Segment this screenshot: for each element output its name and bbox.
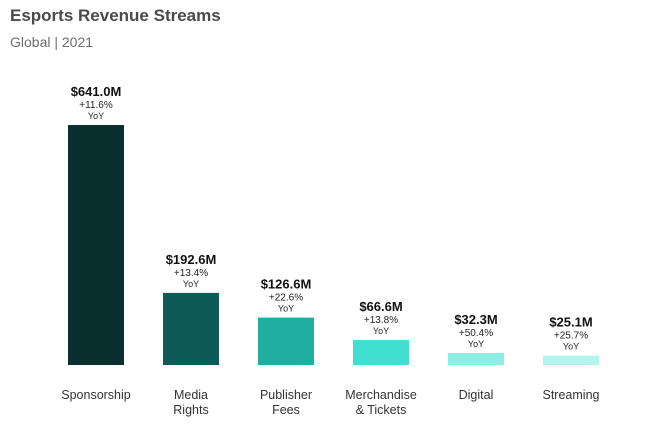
category-label-2-0: Publisher [260, 388, 312, 402]
category-label-5-0: Streaming [543, 388, 600, 402]
yoy-text-1: YoY [183, 279, 199, 289]
yoy-change-label-4: +50.4% [459, 328, 493, 339]
category-label-1-1: Rights [173, 403, 208, 417]
bar-2 [258, 317, 314, 365]
category-label-3-0: Merchandise [345, 388, 417, 402]
category-label-2-1: Fees [272, 403, 300, 417]
category-label-0-0: Sponsorship [61, 388, 131, 402]
bar-value-label-3: $66.6M [359, 299, 402, 314]
yoy-change-label-1: +13.4% [174, 268, 208, 279]
yoy-change-label-2: +22.6% [269, 293, 303, 304]
chart-subtitle: Global | 2021 [10, 34, 94, 50]
bar-value-label-4: $32.3M [454, 312, 497, 327]
category-label-4-0: Digital [459, 388, 494, 402]
bar-0 [68, 125, 124, 365]
yoy-text-4: YoY [468, 339, 484, 349]
yoy-text-3: YoY [373, 326, 389, 336]
bar-value-label-1: $192.6M [166, 252, 217, 267]
bar-value-label-0: $641.0M [71, 84, 122, 99]
yoy-text-0: YoY [88, 111, 104, 121]
yoy-change-label-3: +13.8% [364, 315, 398, 326]
yoy-text-2: YoY [278, 304, 294, 314]
chart-title: Esports Revenue Streams [10, 6, 221, 25]
category-label-1-0: Media [174, 388, 208, 402]
yoy-change-label-0: +11.6% [79, 100, 113, 111]
bar-3 [353, 340, 409, 365]
bar-value-label-5: $25.1M [549, 315, 592, 330]
bar-4 [448, 352, 504, 365]
bar-1 [163, 292, 219, 365]
bar-5 [543, 355, 599, 365]
bar-value-label-2: $126.6M [261, 277, 312, 292]
category-label-3-1: & Tickets [356, 403, 407, 417]
yoy-change-label-5: +25.7% [554, 331, 588, 342]
yoy-text-5: YoY [563, 342, 579, 352]
